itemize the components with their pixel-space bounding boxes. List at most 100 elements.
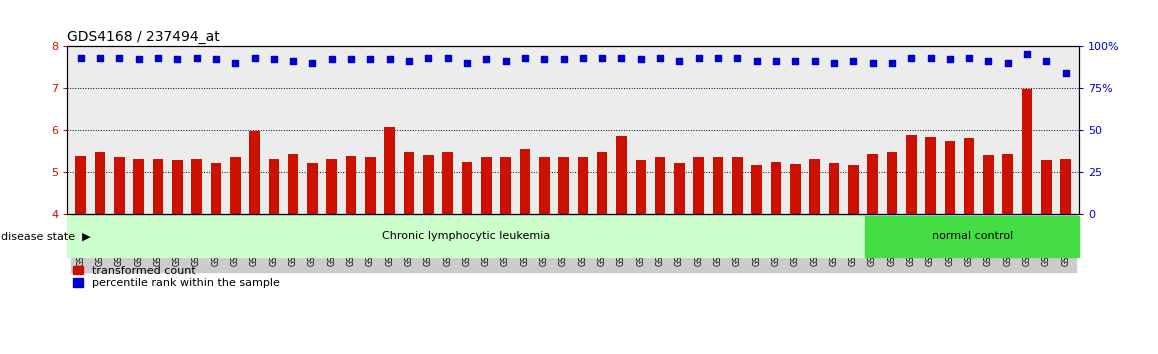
Point (439, 55, 457, 61)
Text: normal control: normal control (931, 231, 1013, 241)
Point (226, 60, 244, 66)
Bar (249, 131, 259, 214)
Bar (848, 165, 858, 214)
Bar (925, 137, 936, 214)
Point (864, 60, 882, 66)
Bar (596, 152, 608, 214)
Bar (191, 159, 201, 214)
Point (573, 55, 592, 61)
Point (206, 57, 225, 62)
Point (882, 60, 901, 66)
Bar (153, 159, 163, 214)
Point (631, 57, 650, 62)
Bar (269, 159, 279, 214)
Text: GDS4168 / 237494_at: GDS4168 / 237494_at (67, 30, 220, 44)
Bar (1003, 154, 1013, 214)
Bar (384, 127, 395, 214)
Bar (75, 156, 86, 214)
Point (747, 58, 765, 64)
Bar (171, 160, 183, 214)
Bar (790, 164, 800, 214)
Bar (713, 157, 724, 214)
Bar (1021, 89, 1033, 214)
Bar (288, 154, 299, 214)
Point (515, 55, 534, 61)
Point (1056, 70, 1075, 76)
Bar (887, 152, 897, 214)
Bar (963, 138, 975, 214)
Bar (558, 156, 569, 214)
Text: disease state  ▶: disease state ▶ (1, 231, 90, 241)
Bar (674, 163, 684, 214)
Bar (983, 155, 994, 214)
Point (400, 58, 418, 64)
Point (670, 58, 689, 64)
Point (323, 57, 342, 62)
Point (1018, 52, 1036, 57)
Bar (481, 157, 492, 214)
Bar (616, 136, 626, 214)
Bar (113, 156, 125, 214)
Point (419, 55, 438, 61)
Bar (578, 156, 588, 214)
Point (980, 58, 998, 64)
Bar (520, 149, 530, 214)
Point (148, 55, 167, 61)
Bar (1041, 160, 1051, 214)
Bar (694, 158, 704, 214)
Point (168, 57, 186, 62)
Text: Chronic lymphocytic leukemia: Chronic lymphocytic leukemia (382, 231, 550, 241)
Bar (1061, 159, 1071, 214)
Bar (829, 163, 840, 214)
Bar (500, 156, 511, 214)
Point (381, 57, 400, 62)
Point (593, 55, 611, 61)
Point (824, 60, 843, 66)
Bar (865, 216, 1079, 257)
Bar (67, 216, 865, 257)
Point (457, 60, 476, 66)
Point (361, 57, 380, 62)
Bar (230, 158, 241, 214)
Bar (809, 159, 820, 214)
Point (90, 55, 109, 61)
Point (342, 57, 360, 62)
Point (960, 55, 979, 61)
Point (786, 58, 805, 64)
Point (922, 55, 940, 61)
Point (72, 55, 90, 61)
Bar (211, 163, 221, 214)
Bar (133, 159, 144, 214)
Bar (732, 157, 742, 214)
Bar (307, 163, 317, 214)
Bar (771, 162, 782, 214)
Point (188, 55, 206, 61)
Bar (346, 156, 357, 214)
Bar (867, 154, 878, 214)
Bar (423, 155, 433, 214)
Bar (462, 162, 472, 214)
Point (497, 58, 515, 64)
Point (651, 55, 669, 61)
Point (940, 57, 959, 62)
Point (130, 57, 148, 62)
Point (1038, 58, 1056, 64)
Bar (636, 160, 646, 214)
Point (535, 57, 554, 62)
Bar (95, 152, 105, 214)
Point (728, 55, 747, 61)
Point (844, 58, 863, 64)
Bar (945, 142, 955, 214)
Bar (404, 152, 415, 214)
Point (555, 57, 573, 62)
Point (902, 55, 921, 61)
Bar (327, 159, 337, 214)
Point (998, 60, 1017, 66)
Point (110, 55, 129, 61)
Point (613, 55, 631, 61)
Bar (654, 156, 666, 214)
Point (805, 58, 823, 64)
Point (303, 60, 322, 66)
Point (689, 55, 708, 61)
Bar (906, 135, 916, 214)
